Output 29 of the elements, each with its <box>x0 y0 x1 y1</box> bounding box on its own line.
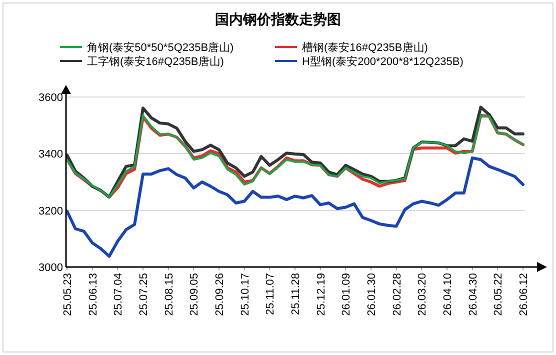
x-tick-label: 26.04.10 <box>442 273 454 316</box>
x-tick-label: 25.06.13 <box>87 273 100 316</box>
x-tick-label: 26.06.12 <box>518 273 530 316</box>
legend-label: 角钢(泰安50*50*5Q235B唐山) <box>87 41 234 54</box>
legend-label: 槽钢(泰安16#Q235B唐山) <box>302 41 428 54</box>
x-tick-label: 26.03.20 <box>416 273 429 316</box>
legend-label: 工字钢(泰安16#Q235B唐山) <box>87 55 224 68</box>
x-tick-label: 25.12.19 <box>315 273 328 316</box>
x-tick-label: 25.08.15 <box>163 273 176 316</box>
x-tick-label: 25.07.04 <box>112 273 125 316</box>
y-tick-label: 3600 <box>38 92 63 104</box>
y-tick-label: 3200 <box>38 205 63 218</box>
x-tick-label: 25.09.05 <box>188 273 201 316</box>
y-tick-label: 3000 <box>38 262 63 274</box>
x-tick-label: 25.11.07 <box>264 273 277 316</box>
line-series <box>66 156 524 258</box>
x-tick-label: 26.05.22 <box>492 273 505 316</box>
legend-label: H型钢(泰安200*200*8*12Q235B) <box>302 55 464 68</box>
y-tick-label: 3400 <box>38 148 63 161</box>
x-tick-label: 25.05.23 <box>62 273 74 316</box>
x-tick-label: 25.09.26 <box>214 273 226 316</box>
x-tick-label: 26.04.30 <box>467 273 480 316</box>
x-tick-label: 26.02.28 <box>391 273 404 316</box>
x-tick-label: 26.01.09 <box>340 273 353 316</box>
x-tick-label: 25.07.25 <box>138 273 150 316</box>
chart-title: 国内钢价指数走势图 <box>215 11 341 27</box>
x-tick-label: 26.01.30 <box>366 273 378 316</box>
x-tick-label: 25.11.28 <box>290 273 302 316</box>
x-tick-label: 25.10.17 <box>239 273 252 316</box>
